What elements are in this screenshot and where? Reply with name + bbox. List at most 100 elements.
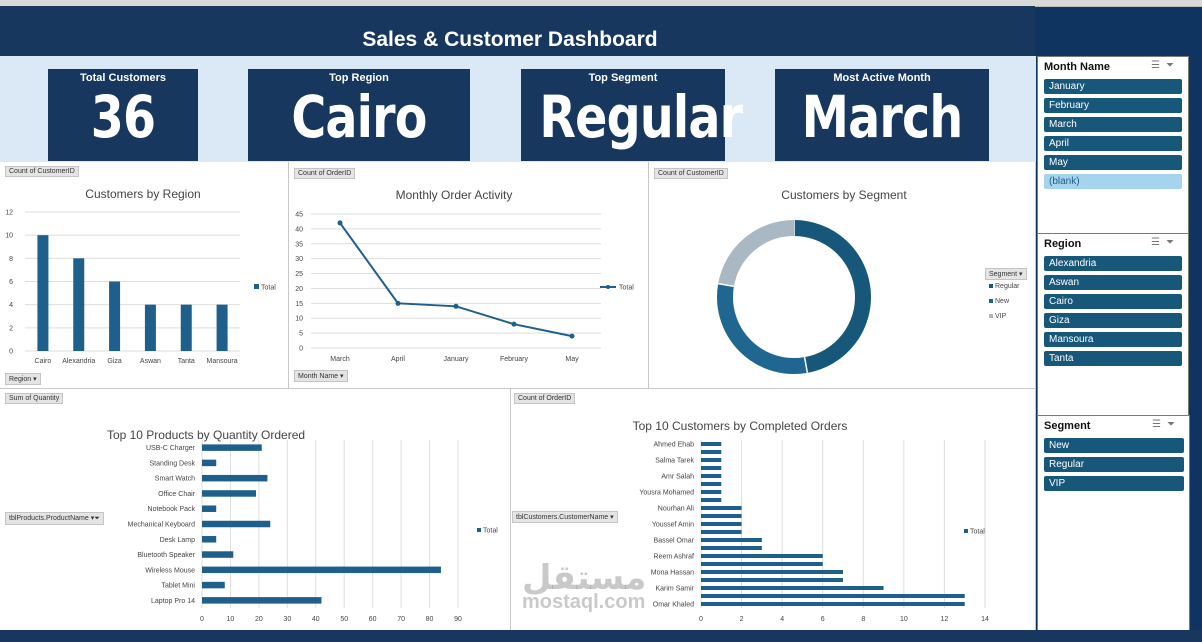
slicer-title: Segment	[1044, 420, 1091, 432]
bar	[73, 258, 85, 351]
bar	[202, 581, 225, 589]
y-tick-label: Office Chair	[158, 491, 195, 498]
slicer-item[interactable]: February	[1044, 98, 1182, 113]
x-tick-label: 20	[255, 616, 263, 623]
value-field-button[interactable]: Count of CustomerID	[654, 168, 728, 179]
slicer-item[interactable]: April	[1044, 136, 1182, 151]
y-tick-label: 15	[295, 301, 303, 308]
y-tick-label: 30	[295, 256, 303, 263]
axis-field-label: tblCustomers.CustomerName	[516, 514, 609, 521]
x-tick-label: 40	[312, 616, 320, 623]
slicer-item[interactable]: Mansoura	[1044, 332, 1182, 347]
x-tick-label: February	[500, 356, 529, 363]
y-tick-label: Karim Samir	[655, 586, 694, 593]
x-tick-label: 80	[426, 616, 434, 623]
slicer-item[interactable]: Regular	[1044, 457, 1184, 472]
clear-filter-icon[interactable]: ⏷	[1167, 419, 1181, 430]
customers-by-region-chart: 0 2 4 6 8 10 12 Cairo Alexandria Giza Aswan Tanta Ma…	[5, 210, 276, 366]
x-tick-label: 6	[821, 616, 825, 623]
y-tick-label: 12	[5, 210, 13, 217]
slicer-item[interactable]: VIP	[1044, 476, 1184, 491]
kpi-label: Most Active Month	[833, 72, 931, 84]
slicer-item[interactable]: Tanta	[1044, 351, 1182, 366]
y-tick-label: 20	[295, 286, 303, 293]
y-tick-label: 8	[9, 256, 13, 263]
bar	[701, 546, 762, 550]
slicer-title: Region	[1044, 238, 1082, 250]
bar	[202, 566, 441, 574]
legend-marker	[606, 285, 610, 289]
top-customers-chart: 0 2 4 6 8 10 12 14 Ahmed Ehab Salma Tarek Amr Sala…	[639, 440, 989, 623]
multi-select-icon[interactable]: ☰	[1152, 419, 1167, 430]
bar	[216, 304, 228, 351]
slicer-item[interactable]: May	[1044, 155, 1182, 170]
axis-field-button[interactable]: Region ▾	[5, 373, 41, 385]
dropdown-icon: ▾	[610, 514, 614, 521]
bar	[202, 551, 234, 558]
y-tick-label: Salma Tarek	[655, 458, 694, 465]
legend-swatch	[989, 299, 993, 303]
bar	[701, 586, 884, 590]
axis-field-button[interactable]: tblProducts.ProductName ▾⏷	[5, 512, 104, 525]
axis-field-button[interactable]: tblCustomers.CustomerName ▾	[512, 511, 618, 523]
slicer-item[interactable]: January	[1044, 79, 1182, 94]
slicer-item[interactable]: (blank)	[1044, 174, 1182, 189]
slicer-item[interactable]: Aswan	[1044, 275, 1182, 290]
series-line	[339, 222, 573, 338]
kpi-value: 36	[90, 83, 156, 151]
kpi-card-top-region: Top Region Cairo	[248, 69, 470, 161]
legend-label: Total	[619, 285, 634, 292]
multi-select-icon[interactable]: ☰	[1151, 237, 1166, 248]
slicer-region: Region ☰⏷ Alexandria Aswan Cairo Giza Mansou…	[1037, 233, 1189, 416]
x-tick-label: January	[444, 356, 469, 363]
kpi-value: March	[801, 83, 964, 151]
legend-label: VIP	[995, 313, 1007, 320]
slicer-item[interactable]: March	[1044, 117, 1182, 132]
slicer-item[interactable]: Cairo	[1044, 294, 1182, 309]
y-tick-label: Bluetooth Speaker	[137, 552, 195, 559]
legend-label: New	[995, 298, 1010, 305]
bar	[202, 536, 217, 543]
clear-filter-icon[interactable]: ⏷	[1166, 237, 1180, 248]
kpi-label: Top Region	[329, 72, 389, 84]
clear-filter-icon[interactable]: ⏷	[1166, 60, 1180, 71]
y-tick-label: Notebook Pack	[148, 506, 196, 513]
x-tick-label: April	[391, 356, 405, 363]
data-point	[511, 321, 517, 327]
legend-label: Regular	[995, 283, 1020, 290]
slicer-item[interactable]: Giza	[1044, 313, 1182, 328]
multi-select-icon[interactable]: ☰	[1151, 60, 1166, 71]
value-field-button[interactable]: Count of OrderID	[514, 393, 576, 404]
axis-field-button[interactable]: Month Name ▾	[294, 370, 348, 382]
slicer-item[interactable]: Alexandria	[1044, 256, 1182, 271]
x-tick-label: March	[330, 356, 350, 363]
y-tick-label: USB-C Charger	[146, 445, 196, 452]
y-tick-label: Bassel Omar	[654, 538, 695, 545]
bar	[701, 482, 722, 486]
kpi-value: Regular	[539, 83, 743, 151]
value-field-button[interactable]: Sum of Quantity	[5, 393, 64, 404]
donut-slice	[793, 220, 871, 373]
chart-panel-customers-by-region: Count of CustomerID Customers by Region …	[0, 162, 289, 389]
x-tick-label: Alexandria	[62, 358, 95, 365]
legend-field-button[interactable]: Segment ▾	[985, 268, 1027, 280]
kpi-card-most-active-month: Most Active Month March	[775, 69, 989, 161]
x-tick-label: Tanta	[178, 358, 195, 365]
top-products-chart: 0 10 20 30 40 50 60 70 80 90 USB-C Charger Standing…	[128, 440, 498, 623]
dropdown-icon: ▾	[33, 376, 37, 383]
x-tick-label: 70	[397, 616, 405, 623]
x-tick-label: Giza	[107, 358, 122, 365]
bar	[202, 474, 268, 482]
chart-title: Top 10 Customers by Completed Orders	[632, 419, 848, 433]
bar	[701, 498, 722, 502]
x-tick-label: 12	[941, 616, 949, 623]
x-tick-label: 4	[780, 616, 784, 623]
chart-panel-customers-by-segment: Count of CustomerID Customers by Segment…	[649, 162, 1036, 389]
slicer-item[interactable]: New	[1044, 438, 1184, 453]
value-field-button[interactable]: Count of CustomerID	[5, 166, 79, 177]
chart-panel-top-products: Sum of Quantity Top 10 Products by Quant…	[0, 389, 511, 631]
slicer-month-name: Month Name ☰⏷ January February March April M…	[1037, 56, 1189, 234]
value-field-button[interactable]: Count of OrderID	[294, 168, 356, 179]
legend-swatch	[964, 529, 968, 533]
bar	[202, 444, 262, 451]
